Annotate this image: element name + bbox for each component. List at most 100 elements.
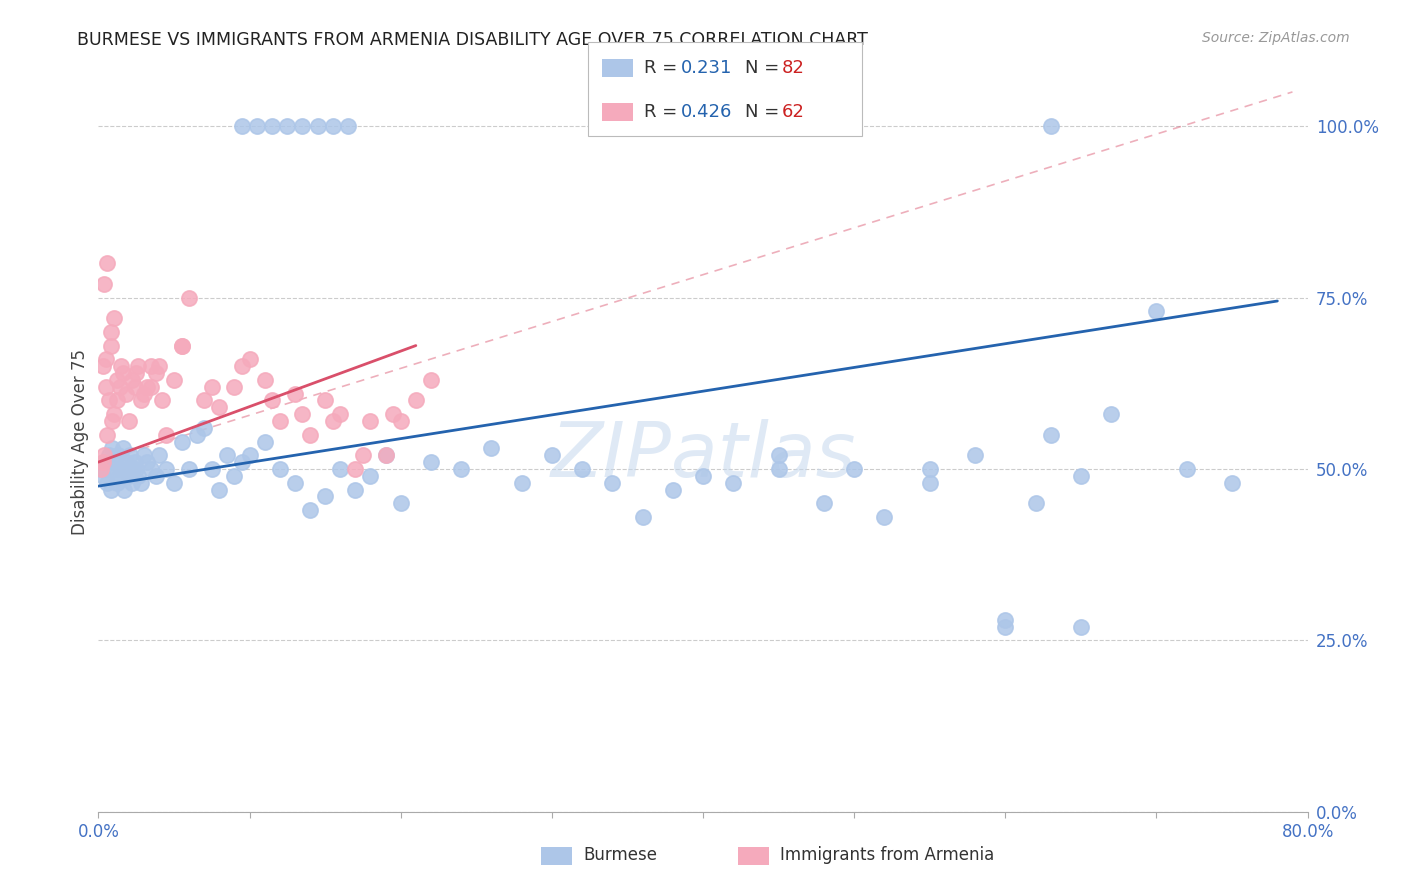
Point — [224, 380, 246, 394]
Point — [1099, 407, 1122, 421]
Point — [145, 468, 167, 483]
Point — [111, 442, 134, 456]
Point — [141, 380, 163, 394]
Point — [336, 119, 359, 133]
Point — [179, 462, 201, 476]
Point — [122, 462, 145, 476]
Point — [93, 448, 115, 462]
Point — [269, 414, 291, 428]
Point — [420, 373, 443, 387]
Point — [208, 401, 231, 415]
Point — [104, 455, 127, 469]
Point — [1146, 304, 1168, 318]
Point — [844, 462, 866, 476]
Point — [1070, 468, 1092, 483]
Text: ZIPatlas: ZIPatlas — [550, 419, 856, 493]
Text: Burmese: Burmese — [583, 847, 658, 864]
Point — [389, 414, 412, 428]
Point — [571, 462, 593, 476]
Point — [155, 427, 177, 442]
Point — [170, 434, 193, 449]
Point — [91, 455, 114, 469]
Point — [231, 359, 253, 373]
Point — [360, 468, 382, 483]
Point — [129, 393, 152, 408]
Point — [291, 119, 314, 133]
Point — [120, 448, 142, 462]
Text: R =: R = — [644, 103, 683, 121]
Point — [239, 448, 262, 462]
Point — [246, 119, 269, 133]
Point — [124, 455, 146, 469]
Point — [481, 442, 503, 456]
Point — [768, 462, 790, 476]
Point — [111, 366, 134, 380]
Point — [420, 455, 443, 469]
Point — [602, 475, 624, 490]
Point — [127, 359, 149, 373]
Text: 82: 82 — [782, 59, 804, 77]
Point — [1024, 496, 1046, 510]
Point — [98, 393, 121, 408]
Point — [768, 448, 790, 462]
Point — [132, 448, 155, 462]
Point — [918, 475, 941, 490]
Point — [193, 421, 215, 435]
Point — [269, 462, 291, 476]
Point — [692, 468, 714, 483]
Point — [118, 414, 141, 428]
Point — [107, 448, 129, 462]
Point — [314, 393, 336, 408]
Point — [96, 427, 118, 442]
Point — [262, 393, 284, 408]
Point — [100, 483, 122, 497]
Point — [253, 373, 276, 387]
Point — [382, 407, 405, 421]
Point — [108, 380, 131, 394]
Point — [201, 380, 224, 394]
Point — [163, 373, 186, 387]
Point — [129, 475, 152, 490]
Point — [994, 619, 1017, 633]
Point — [163, 475, 186, 490]
Point — [90, 462, 112, 476]
Point — [450, 462, 472, 476]
Point — [101, 442, 124, 456]
Point — [103, 407, 125, 421]
Point — [276, 119, 298, 133]
Point — [299, 503, 322, 517]
Point — [510, 475, 533, 490]
Point — [155, 462, 177, 476]
Point — [262, 119, 284, 133]
Point — [1039, 427, 1062, 442]
Point — [231, 455, 253, 469]
Point — [208, 483, 231, 497]
Point — [231, 119, 253, 133]
Point — [141, 462, 163, 476]
Point — [141, 359, 163, 373]
Point — [124, 380, 146, 394]
Point — [170, 338, 193, 352]
Point — [224, 468, 246, 483]
Point — [115, 462, 138, 476]
Point — [114, 386, 136, 401]
Point — [215, 448, 238, 462]
Point — [98, 448, 121, 462]
Point — [100, 325, 122, 339]
Point — [90, 462, 112, 476]
Point — [135, 455, 157, 469]
Point — [105, 475, 128, 490]
Point — [110, 462, 132, 476]
Point — [103, 462, 125, 476]
Point — [344, 483, 367, 497]
Point — [307, 119, 329, 133]
Point — [170, 338, 193, 352]
Point — [186, 427, 208, 442]
Point — [1220, 475, 1243, 490]
Point — [125, 366, 148, 380]
Point — [322, 414, 344, 428]
Point — [329, 407, 352, 421]
Point — [127, 468, 149, 483]
Point — [121, 475, 143, 490]
Text: 0.231: 0.231 — [681, 59, 733, 77]
